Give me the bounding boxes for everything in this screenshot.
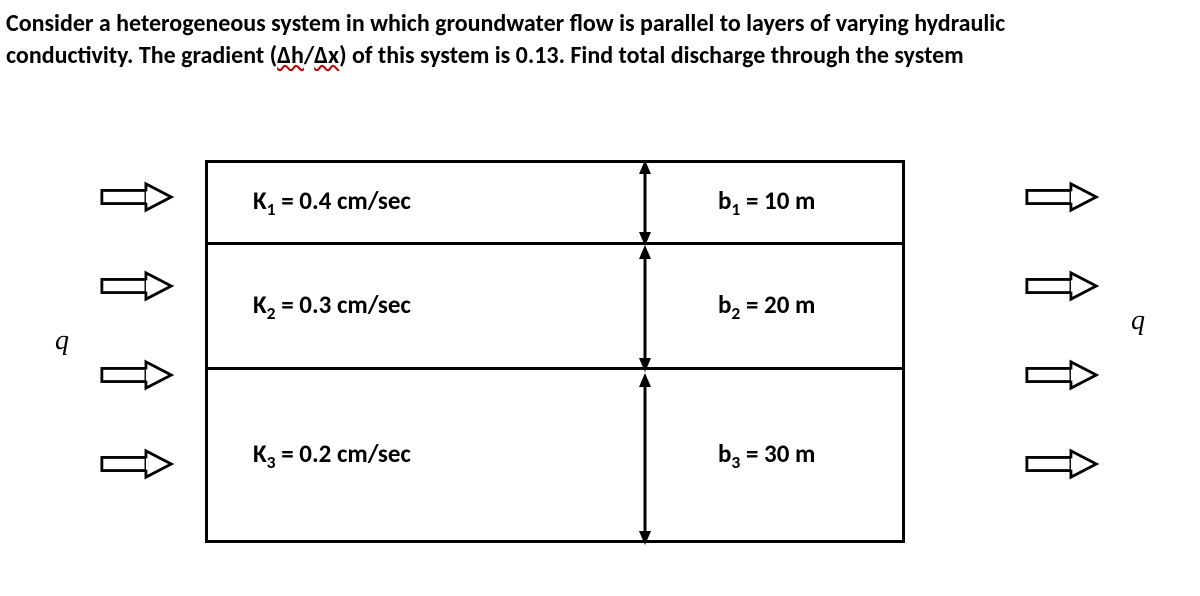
b-eq: = 10 m <box>740 185 815 216</box>
outflow-arrows <box>1025 180 1100 481</box>
k-label: K2 = 0.3 cm/sec <box>253 289 503 324</box>
k-sym: K <box>253 438 267 469</box>
flow-arrow-icon <box>100 358 175 392</box>
inflow-arrows <box>100 180 175 481</box>
inflow-label: q <box>55 325 69 357</box>
k-sub: 3 <box>267 451 276 473</box>
b-sym: b <box>718 185 731 216</box>
k-sub: 2 <box>267 302 276 324</box>
problem-line1: Consider a heterogeneous system in which… <box>6 9 1005 38</box>
flow-arrow-icon <box>100 180 175 214</box>
b-sub: 3 <box>731 451 740 473</box>
problem-line2b: ) of this system is 0.13. Find total dis… <box>339 41 964 70</box>
k-sub: 1 <box>267 198 276 220</box>
k-sym: K <box>253 289 267 320</box>
layer-row: K2 = 0.3 cm/sec b2 = 20 m <box>208 245 902 370</box>
problem-statement: Consider a heterogeneous system in which… <box>0 0 1200 81</box>
flow-arrow-icon <box>1025 358 1100 392</box>
b-sym: b <box>718 289 731 320</box>
k-eq: = 0.4 cm/sec <box>276 185 411 216</box>
dimension-arrow-icon <box>635 160 655 550</box>
layer-row: K3 = 0.2 cm/sec b3 = 30 m <box>208 370 902 540</box>
k-eq: = 0.3 cm/sec <box>276 289 411 320</box>
layer-row: K1 = 0.4 cm/sec b1 = 10 m <box>208 163 902 245</box>
b-sub: 1 <box>731 198 740 220</box>
slash: / <box>304 41 314 70</box>
b-label: b2 = 20 m <box>503 289 815 324</box>
problem-line2a: conductivity. The gradient ( <box>6 41 277 70</box>
k-eq: = 0.2 cm/sec <box>276 438 411 469</box>
flow-arrow-icon <box>100 447 175 481</box>
delta-h: Δh <box>277 41 304 70</box>
flow-arrow-icon <box>1025 447 1100 481</box>
k-label: K1 = 0.4 cm/sec <box>253 185 503 220</box>
outflow-label: q <box>1131 305 1145 337</box>
b-eq: = 20 m <box>740 289 815 320</box>
dimension-arrows <box>635 160 655 540</box>
b-eq: = 30 m <box>740 438 815 469</box>
diagram: q q K1 = 0.4 cm/sec b1 = 10 m K2 = 0.3 c… <box>0 150 1200 580</box>
delta-x: Δx <box>314 41 339 70</box>
k-label: K3 = 0.2 cm/sec <box>253 438 503 473</box>
b-sub: 2 <box>731 302 740 324</box>
b-label: b1 = 10 m <box>503 185 815 220</box>
flow-arrow-icon <box>1025 269 1100 303</box>
flow-arrow-icon <box>100 269 175 303</box>
k-sym: K <box>253 185 267 216</box>
flow-arrow-icon <box>1025 180 1100 214</box>
layers-box: K1 = 0.4 cm/sec b1 = 10 m K2 = 0.3 cm/se… <box>205 160 905 543</box>
b-sym: b <box>718 438 731 469</box>
b-label: b3 = 30 m <box>503 438 815 473</box>
